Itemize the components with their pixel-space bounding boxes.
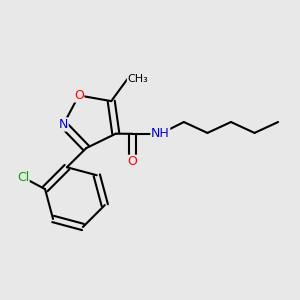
Text: NH: NH <box>151 127 170 140</box>
Text: CH₃: CH₃ <box>128 74 148 84</box>
Text: O: O <box>128 155 137 168</box>
Text: Cl: Cl <box>17 171 29 184</box>
Text: N: N <box>59 118 68 131</box>
Text: O: O <box>74 89 84 102</box>
